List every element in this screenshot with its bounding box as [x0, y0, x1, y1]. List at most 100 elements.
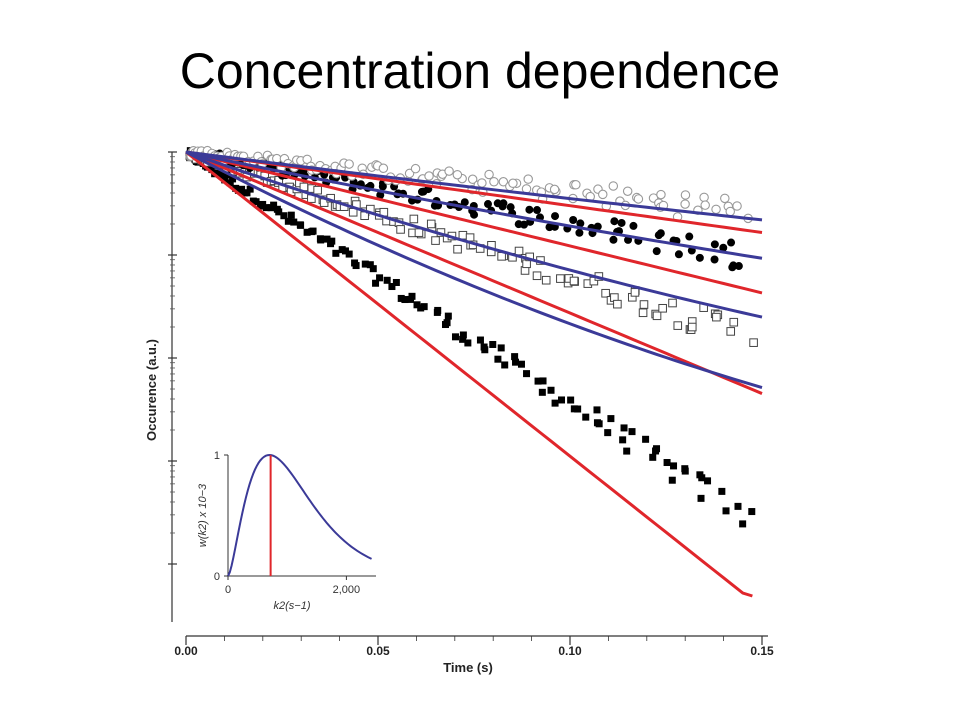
- filled-square-marker: [309, 227, 317, 235]
- filled-circle-marker: [727, 238, 736, 247]
- open-circle-marker: [622, 186, 633, 196]
- filled-square-marker: [413, 301, 421, 309]
- open-square-marker: [673, 321, 683, 330]
- filled-square-marker: [722, 507, 730, 515]
- fit-line: [185, 150, 763, 295]
- filled-square-marker: [280, 212, 288, 220]
- open-circle-marker: [523, 174, 533, 184]
- open-circle-marker: [699, 192, 709, 203]
- open-square-marker: [712, 312, 721, 322]
- filled-square-marker: [226, 179, 234, 187]
- inset-background: [222, 447, 388, 612]
- filled-square-marker: [547, 386, 555, 394]
- filled-square-marker: [229, 175, 237, 183]
- filled-square-marker: [649, 453, 657, 461]
- open-circle-marker: [680, 199, 690, 209]
- filled-square-marker: [595, 420, 603, 428]
- inset-chart: 0 2,000 0 1 k2(s−1) w(k2) x 10−3: [197, 447, 388, 612]
- filled-square-marker: [501, 361, 509, 369]
- open-circle-marker: [444, 166, 454, 176]
- open-circle-marker: [484, 169, 494, 180]
- filled-square-marker: [451, 333, 459, 341]
- filled-square-marker: [366, 261, 374, 269]
- filled-square-marker: [628, 428, 636, 436]
- inset-x-tick-label: 0: [225, 584, 231, 596]
- filled-circle-marker: [593, 222, 602, 231]
- filled-square-marker: [623, 447, 631, 455]
- open-circle-marker: [711, 204, 721, 215]
- open-circle-marker: [452, 169, 463, 180]
- fit-line: [185, 150, 763, 319]
- open-circle-marker: [344, 159, 354, 169]
- inset-curve: [227, 453, 372, 577]
- filled-square-marker: [401, 296, 409, 304]
- filled-square-marker: [388, 283, 396, 291]
- filled-square-marker: [434, 306, 442, 314]
- open-circle-marker: [598, 189, 608, 200]
- open-square-marker: [652, 311, 662, 321]
- filled-circle-marker: [576, 219, 585, 228]
- open-circle-marker: [656, 189, 666, 200]
- open-square-marker: [431, 236, 440, 245]
- open-square-marker: [601, 288, 610, 298]
- filled-circle-marker: [378, 182, 387, 191]
- inset-y-tick-label: 1: [214, 450, 220, 462]
- filled-square-marker: [218, 172, 226, 180]
- filled-square-marker: [734, 502, 742, 510]
- filled-circle-marker: [483, 200, 492, 209]
- filled-square-marker: [681, 465, 689, 473]
- filled-circle-marker: [551, 212, 560, 221]
- open-square-marker: [532, 271, 542, 281]
- filled-square-marker: [259, 200, 267, 208]
- filled-square-marker: [332, 249, 340, 257]
- x-tick-label: 0.05: [366, 644, 390, 658]
- filled-square-marker: [328, 237, 336, 245]
- filled-square-marker: [372, 279, 380, 287]
- filled-square-marker: [323, 235, 331, 243]
- filled-square-marker: [459, 331, 467, 339]
- open-circle-marker: [498, 177, 509, 187]
- filled-circle-marker: [575, 228, 584, 237]
- filled-square-marker: [718, 487, 726, 495]
- filled-circle-marker: [525, 205, 534, 214]
- fit-line: [185, 150, 763, 260]
- open-square-marker: [749, 338, 758, 347]
- filled-square-marker: [512, 358, 520, 366]
- filled-square-marker: [497, 344, 505, 352]
- filled-circle-marker: [569, 215, 578, 224]
- open-square-marker: [409, 214, 419, 224]
- filled-square-marker: [252, 198, 260, 206]
- axes: 0.00 0.05 0.10 0.15: [168, 151, 774, 658]
- open-circle-marker: [700, 200, 710, 210]
- filled-square-marker: [296, 221, 304, 229]
- fit-line: [185, 150, 753, 598]
- filled-circle-marker: [610, 217, 619, 226]
- inset-y-tick-label: 0: [214, 571, 220, 583]
- filled-square-marker: [262, 204, 270, 212]
- filled-square-marker: [397, 294, 405, 302]
- open-circle-marker: [489, 177, 499, 187]
- fit-lines: [185, 150, 763, 598]
- filled-square-marker: [489, 340, 497, 348]
- open-circle-marker: [732, 201, 742, 211]
- filled-circle-marker: [460, 198, 469, 207]
- filled-square-marker: [511, 353, 519, 361]
- filled-square-marker: [221, 176, 229, 184]
- open-square-marker: [541, 275, 551, 285]
- x-axis-label: Time (s): [443, 660, 493, 675]
- filled-square-marker: [443, 319, 451, 327]
- fit-line: [185, 150, 763, 389]
- open-square-marker: [630, 288, 640, 297]
- filled-circle-marker: [520, 220, 529, 229]
- open-square-marker: [556, 274, 565, 283]
- filled-circle-marker: [654, 231, 663, 240]
- x-tick-label: 0.10: [558, 644, 582, 658]
- filled-square-marker: [668, 476, 676, 484]
- filled-circle-marker: [533, 206, 542, 215]
- open-circle-marker: [508, 178, 518, 189]
- fit-line: [185, 150, 763, 222]
- open-square-marker: [458, 230, 468, 240]
- filled-square-marker: [523, 370, 531, 378]
- filled-circle-marker: [719, 243, 728, 252]
